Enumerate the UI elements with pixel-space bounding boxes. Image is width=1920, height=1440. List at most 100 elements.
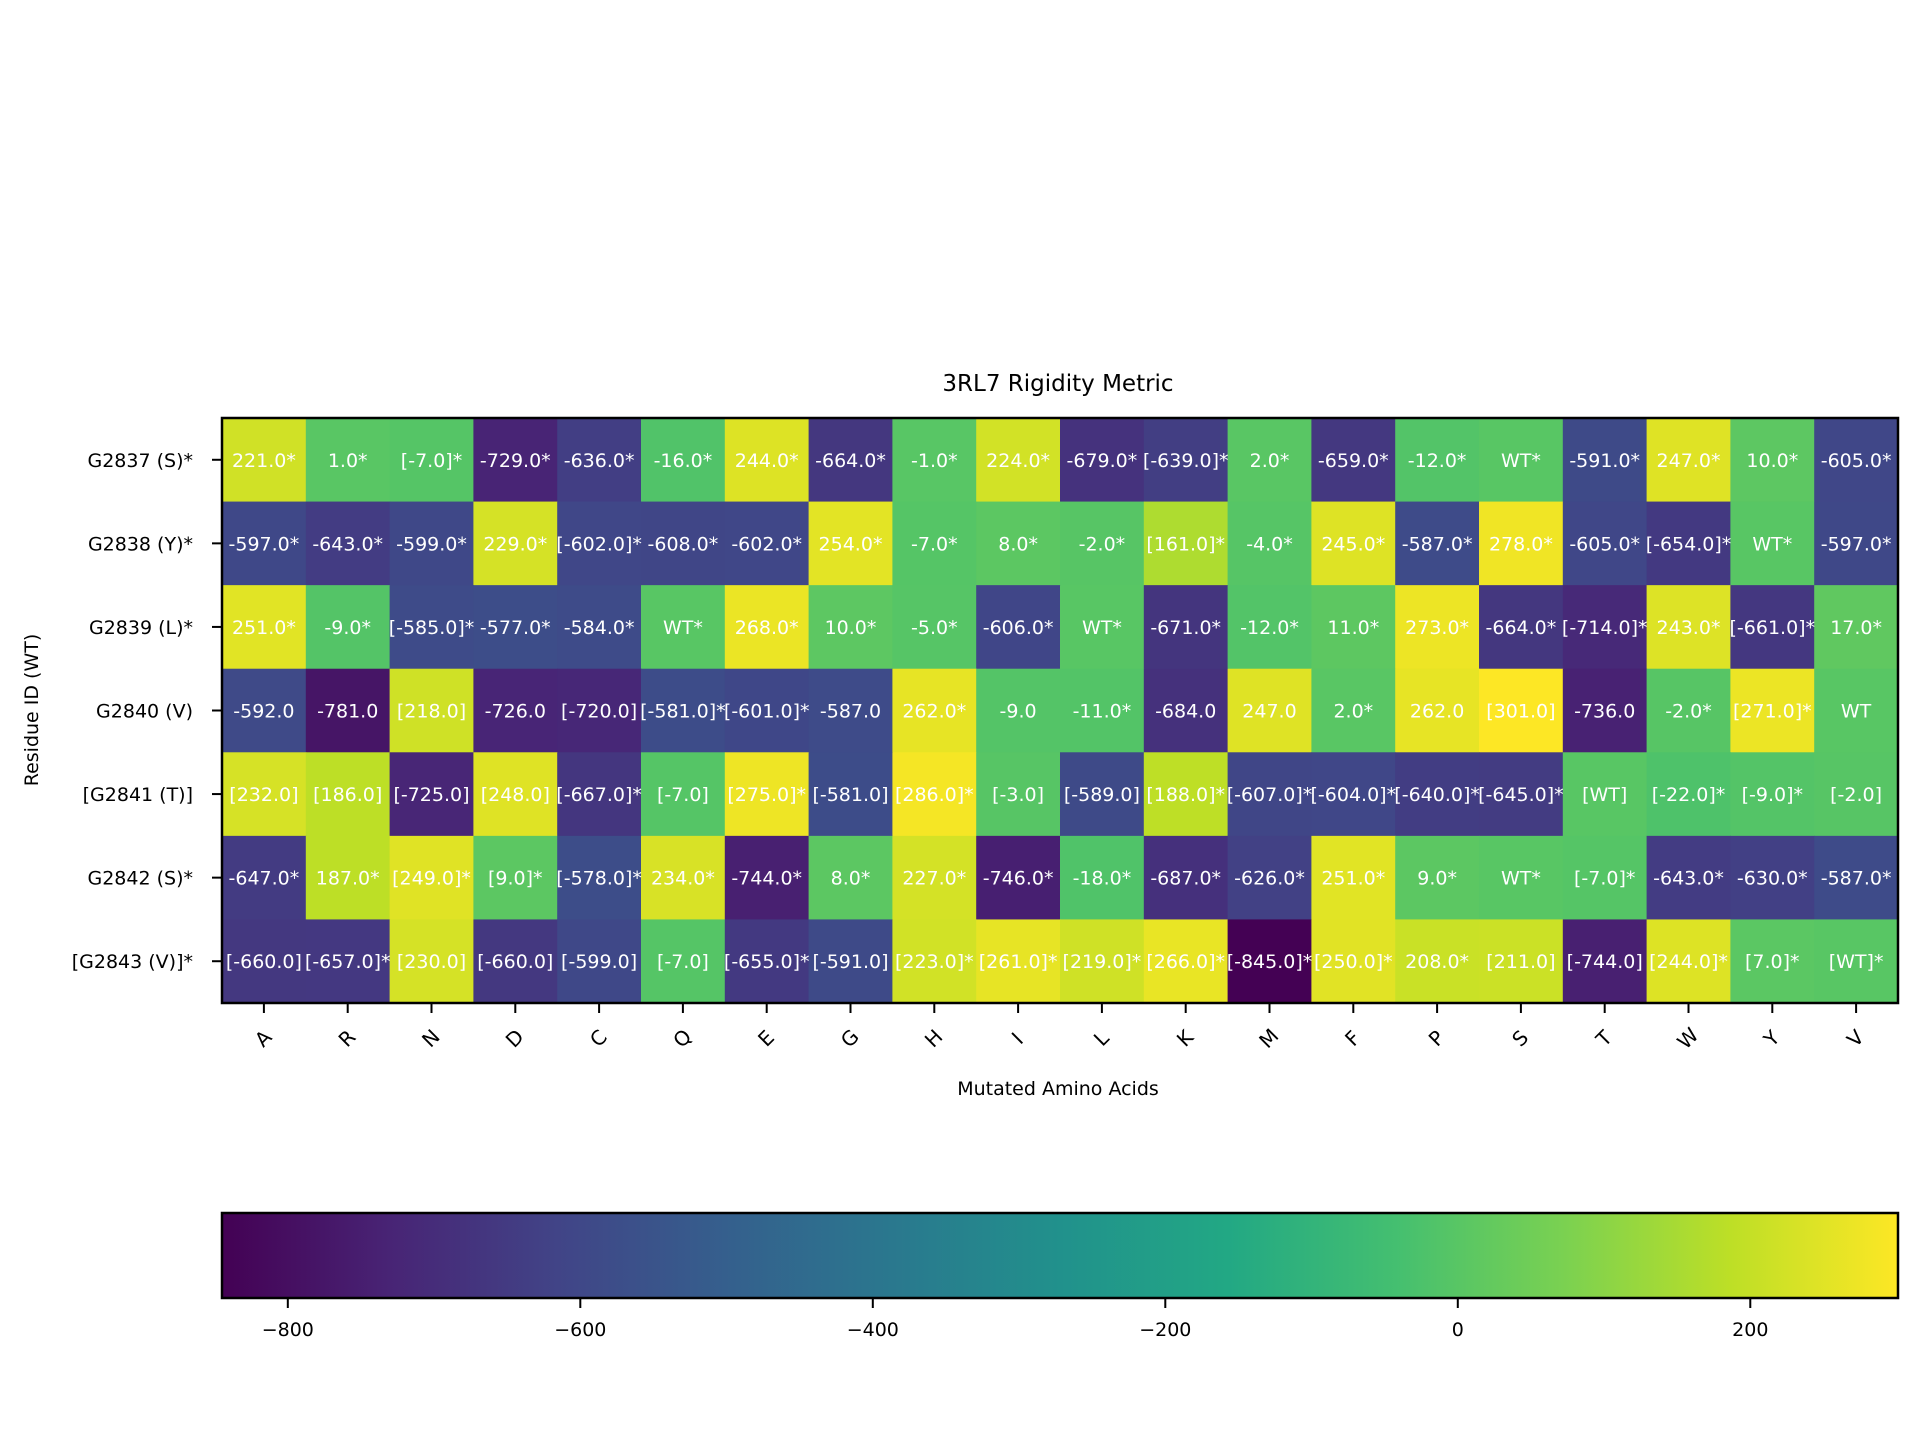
cell-label: 247.0 xyxy=(1242,701,1296,723)
cell-label: -5.0* xyxy=(911,617,958,639)
cell-label: [-604.0]* xyxy=(1311,784,1397,806)
y-tick-label: [G2843 (V)]* xyxy=(72,951,193,973)
cell-label: -679.0* xyxy=(1067,450,1138,472)
cell-label: -11.0* xyxy=(1073,701,1132,723)
cell-label: [-7.0] xyxy=(657,951,709,973)
cell-label: [-589.0] xyxy=(1064,784,1140,806)
heatmap-cell xyxy=(389,835,474,921)
cell-label: [218.0] xyxy=(397,701,466,723)
cell-label: -736.0 xyxy=(1574,701,1635,723)
heatmap-cell xyxy=(222,501,307,586)
cell-label: 227.0* xyxy=(902,868,966,890)
heatmap-cell xyxy=(808,752,893,837)
cell-label: [-591.0] xyxy=(812,951,888,973)
cell-label: [WT] xyxy=(1582,784,1627,806)
cell-label: [-661.0]* xyxy=(1730,617,1816,639)
x-tick-label: Q xyxy=(668,1024,696,1052)
heatmap-cell xyxy=(808,501,893,586)
cell-label: [-660.0] xyxy=(226,951,302,973)
x-tick-label: V xyxy=(1842,1025,1869,1052)
colorbar-ticks: −800 −600 −400 −200 0 200 xyxy=(262,1298,1768,1341)
heatmap-cell xyxy=(389,752,474,837)
cell-label: [161.0]* xyxy=(1146,533,1225,555)
cell-label: -647.0* xyxy=(229,868,300,890)
heatmap-cell xyxy=(1814,919,1899,1004)
heatmap-cell xyxy=(1395,501,1480,586)
heatmap-cell xyxy=(1060,919,1145,1004)
heatmap-cell xyxy=(1060,668,1145,753)
heatmap-cell xyxy=(1730,501,1815,586)
heatmap-cell xyxy=(557,919,642,1004)
heatmap-cell xyxy=(976,752,1061,837)
y-tick-label: G2839 (L)* xyxy=(89,617,193,639)
cell-label: [-599.0] xyxy=(561,951,637,973)
cell-label: [WT]* xyxy=(1829,951,1884,973)
cell-label: -12.0* xyxy=(1408,450,1467,472)
heatmap-cell xyxy=(641,668,726,753)
cell-label: [275.0]* xyxy=(727,784,806,806)
cell-label: 254.0* xyxy=(819,533,883,555)
cell-label: 251.0* xyxy=(1321,868,1385,890)
cell-label: -608.0* xyxy=(648,533,719,555)
heatmap-cell xyxy=(1227,418,1312,503)
heatmap-cell xyxy=(473,668,558,753)
heatmap-cell xyxy=(1227,919,1312,1004)
x-tick-label: A xyxy=(250,1025,277,1052)
heatmap-cell xyxy=(892,752,977,837)
heatmap-cell xyxy=(1646,418,1731,503)
heatmap-cell xyxy=(1814,835,1899,921)
heatmap-cell xyxy=(892,835,977,921)
heatmap-cell xyxy=(557,418,642,503)
cell-label: [286.0]* xyxy=(895,784,974,806)
heatmap-cell xyxy=(976,668,1061,753)
heatmap-cell xyxy=(1730,752,1815,837)
cell-label: -659.0* xyxy=(1318,450,1389,472)
cell-label: 2.0* xyxy=(1250,450,1290,472)
cell-label: 278.0* xyxy=(1489,533,1553,555)
y-tick-label: G2838 (Y)* xyxy=(88,533,193,555)
heatmap-cell xyxy=(305,585,391,670)
cell-label: [-7.0]* xyxy=(1574,868,1635,890)
cell-label: [-645.0]* xyxy=(1478,784,1564,806)
x-tick-label: I xyxy=(1007,1028,1028,1049)
heatmap-cell xyxy=(1730,418,1815,503)
chart-title: 3RL7 Rigidity Metric xyxy=(942,371,1173,397)
cell-label: -606.0* xyxy=(983,617,1054,639)
cell-label: 273.0* xyxy=(1405,617,1469,639)
heatmap-cell xyxy=(1395,585,1480,670)
cell-label: [-581.0]* xyxy=(640,701,726,723)
heatmap-cell xyxy=(1060,501,1145,586)
heatmap-cell xyxy=(724,835,810,921)
cell-label: 243.0* xyxy=(1657,617,1721,639)
heatmap-cell xyxy=(808,919,893,1004)
cell-label: [211.0] xyxy=(1486,951,1555,973)
x-tick-label: H xyxy=(920,1024,948,1052)
heatmap-cell xyxy=(389,418,474,503)
cell-label: 221.0* xyxy=(232,450,296,472)
heatmap-cell xyxy=(473,501,558,586)
cell-label: 262.0* xyxy=(902,701,966,723)
heatmap-cell xyxy=(1060,585,1145,670)
heatmap-cells xyxy=(222,418,1899,1004)
y-tick-label: G2837 (S)* xyxy=(87,450,193,472)
cell-label: -599.0* xyxy=(396,533,467,555)
heatmap-cell xyxy=(641,752,726,837)
cell-label: -684.0 xyxy=(1155,701,1216,723)
colorbar-tick-label: −800 xyxy=(262,1319,314,1341)
heatmap-cell xyxy=(976,501,1061,586)
cell-label: -597.0* xyxy=(1821,533,1892,555)
colorbar-tick-label: 0 xyxy=(1452,1319,1464,1341)
heatmap-cell xyxy=(1227,501,1312,586)
cell-label: -9.0 xyxy=(1000,701,1037,723)
heatmap-cell xyxy=(473,585,558,670)
heatmap-cell xyxy=(1311,668,1396,753)
heatmap-cell xyxy=(305,835,391,921)
y-tick-label: G2840 (V) xyxy=(96,701,193,723)
heatmap-cell xyxy=(1730,585,1815,670)
heatmap-cell xyxy=(1143,668,1229,753)
cell-label: [232.0] xyxy=(229,784,298,806)
heatmap-cell xyxy=(305,668,391,753)
cell-label: -18.0* xyxy=(1073,868,1132,890)
x-tick-label: S xyxy=(1507,1025,1533,1051)
cell-label: 208.0* xyxy=(1405,951,1469,973)
